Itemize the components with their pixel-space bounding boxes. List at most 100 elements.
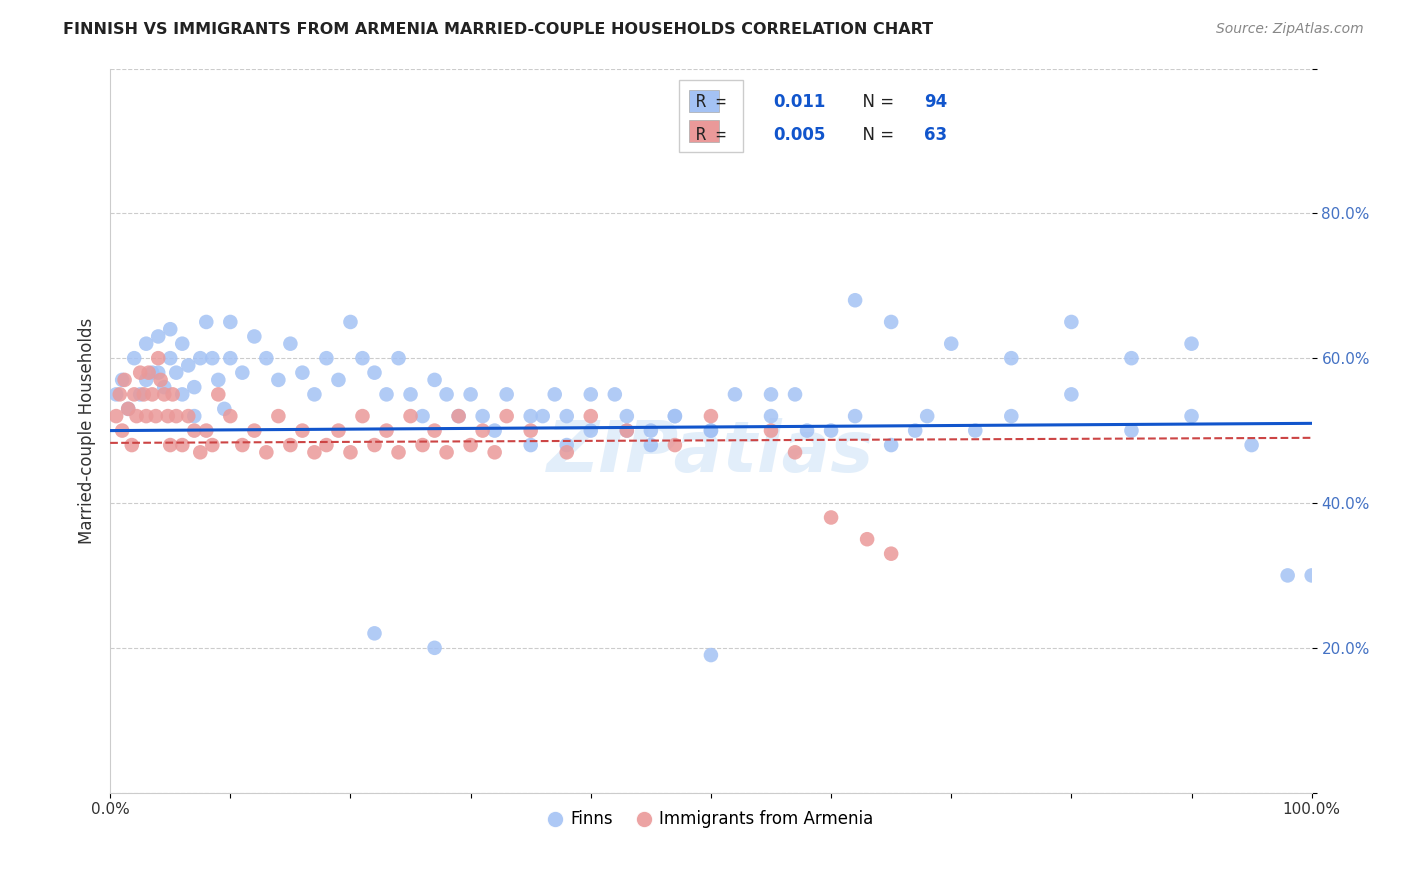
Point [579,387,602,401]
Point [460,438,482,452]
Point [519,424,541,438]
Point [399,409,422,423]
Point [1240,438,1263,452]
Text: 63: 63 [924,126,948,144]
Point [148,329,170,343]
Point [201,351,224,366]
Point [447,409,470,423]
Point [352,351,374,366]
Text: R =: R = [696,126,735,144]
Point [183,424,205,438]
Point [188,445,211,459]
Point [108,387,131,401]
Point [519,409,541,423]
Point [412,438,434,452]
Point [1121,424,1143,438]
Point [207,373,229,387]
Point [243,424,266,438]
Point [280,438,302,452]
Point [328,424,350,438]
Point [700,424,723,438]
Text: R =: R = [696,93,735,111]
Point [111,424,134,438]
Point [291,424,314,438]
Text: FINNISH VS IMMIGRANTS FROM ARMENIA MARRIED-COUPLE HOUSEHOLDS CORRELATION CHART: FINNISH VS IMMIGRANTS FROM ARMENIA MARRI… [63,22,934,37]
Point [436,387,458,401]
Point [125,409,148,423]
Point [399,387,422,401]
Point [159,322,181,336]
Point [423,424,446,438]
Text: 0.011: 0.011 [773,93,827,111]
Point [219,409,242,423]
Point [616,424,638,438]
Point [1301,568,1323,582]
Point [1277,568,1299,582]
Point [129,366,152,380]
Point [1180,409,1202,423]
Point [243,329,266,343]
Point [1060,387,1083,401]
Point [423,640,446,655]
Point [214,401,236,416]
Point [664,438,686,452]
Point [201,438,224,452]
Point [724,387,747,401]
Point [1121,351,1143,366]
Point [783,387,806,401]
Point [111,373,134,387]
Point [616,409,638,423]
Point [231,438,253,452]
Point [555,438,578,452]
Point [436,445,458,459]
Point [820,510,842,524]
Point [177,409,200,423]
Point [195,315,218,329]
Point [941,336,963,351]
Point [153,387,176,401]
Point [122,387,145,401]
Text: 94: 94 [924,93,948,111]
Point [352,409,374,423]
Point [148,366,170,380]
Point [904,424,927,438]
Point [447,409,470,423]
Point [219,315,242,329]
Point [1180,336,1202,351]
Point [304,445,326,459]
Point [129,387,152,401]
Point [387,351,409,366]
Point [114,373,136,387]
Point [135,373,157,387]
Point [375,424,398,438]
Point [207,387,229,401]
Point [412,409,434,423]
Point [856,532,879,546]
Point [267,373,290,387]
Point [280,336,302,351]
Point [117,401,139,416]
Point [1000,409,1022,423]
Point [117,401,139,416]
Point [616,424,638,438]
Point [423,373,446,387]
Point [162,387,184,401]
Point [315,438,337,452]
Text: N =: N = [852,93,898,111]
Point [460,387,482,401]
Point [159,351,181,366]
Point [141,366,163,380]
Point [315,351,337,366]
Point [1060,315,1083,329]
Point [495,387,517,401]
Point [375,387,398,401]
Point [141,387,163,401]
Point [880,315,903,329]
Point [183,409,205,423]
Point [820,424,842,438]
Point [579,424,602,438]
Point [664,409,686,423]
Point [640,424,662,438]
Point [165,409,187,423]
Point [149,373,172,387]
